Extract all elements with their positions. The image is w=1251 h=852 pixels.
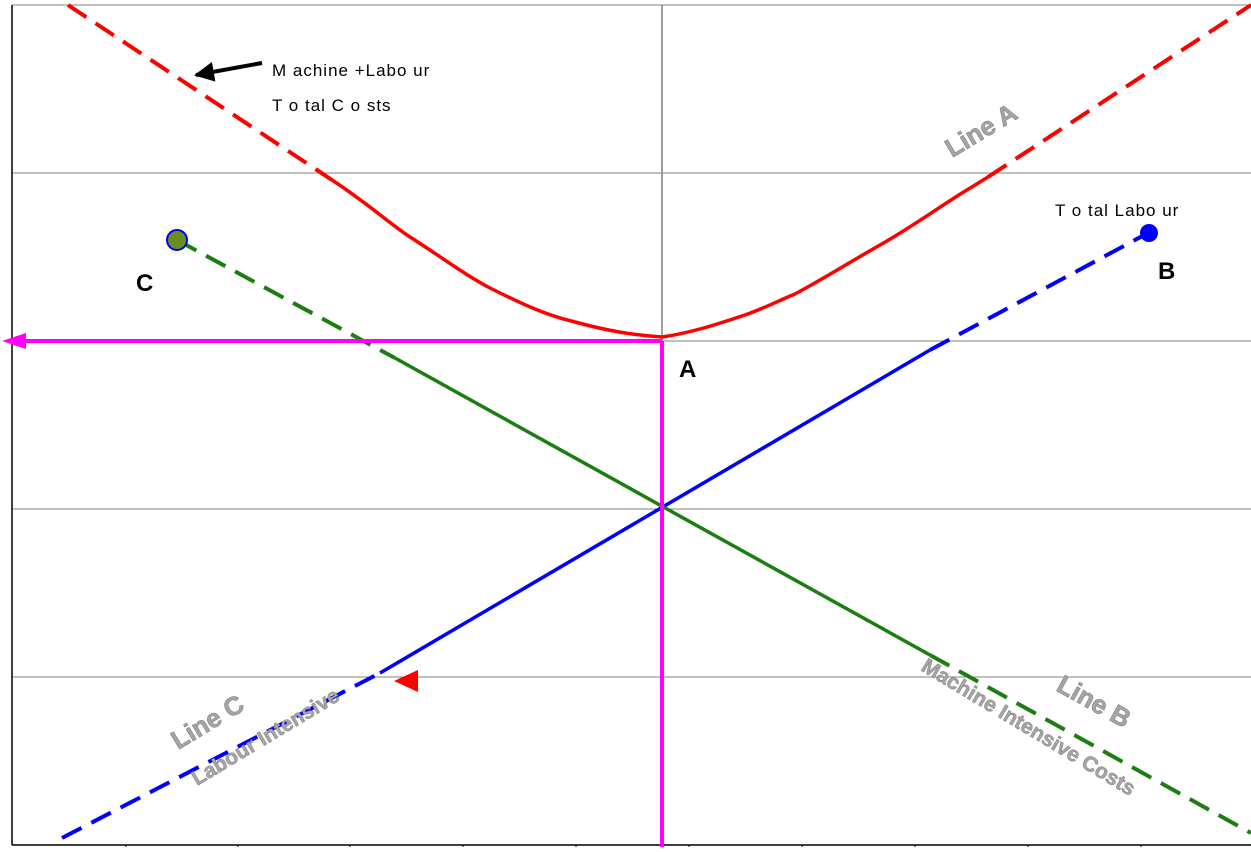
line-b-label: Line B [1052,669,1136,734]
total-cost-dashed-right [986,3,1251,179]
leader-arrow-icon [194,61,263,82]
blue-dot-icon [1140,224,1158,242]
total-cost-solid [331,175,989,339]
total-labour-label: T o tal Labo ur [1055,201,1179,220]
green-dot-icon [166,229,188,251]
optimum-markers [2,333,664,847]
optimum-arrowhead [2,333,26,349]
point-c-label: C [136,270,153,297]
line-a-label: Line A [940,97,1023,163]
labour-line-dashed-upper [929,231,1149,352]
machine-labour-label-line1: M achine +Labo ur [272,61,430,80]
labour-line-solid [379,348,931,675]
machine-labour-label-line2: T o tal C o sts [272,96,392,115]
triangle-left-icon [394,670,418,692]
machine-intensive-label: Machine Intensive Costs [917,655,1139,801]
point-a-label: A [679,356,696,383]
machine-cost-line [176,238,1251,835]
point-b-label: B [1158,258,1175,285]
machine-line-dashed-upper [176,238,396,360]
labour-cost-line [61,231,1149,840]
machine-line-dashed-lower [929,653,1251,835]
total-cost-dashed-left [66,3,334,182]
total-cost-curve [66,3,1251,339]
axes [11,5,1251,846]
labour-intensive-label: Labour Intensive [188,684,344,790]
labour-line-dashed-lower [61,671,381,840]
